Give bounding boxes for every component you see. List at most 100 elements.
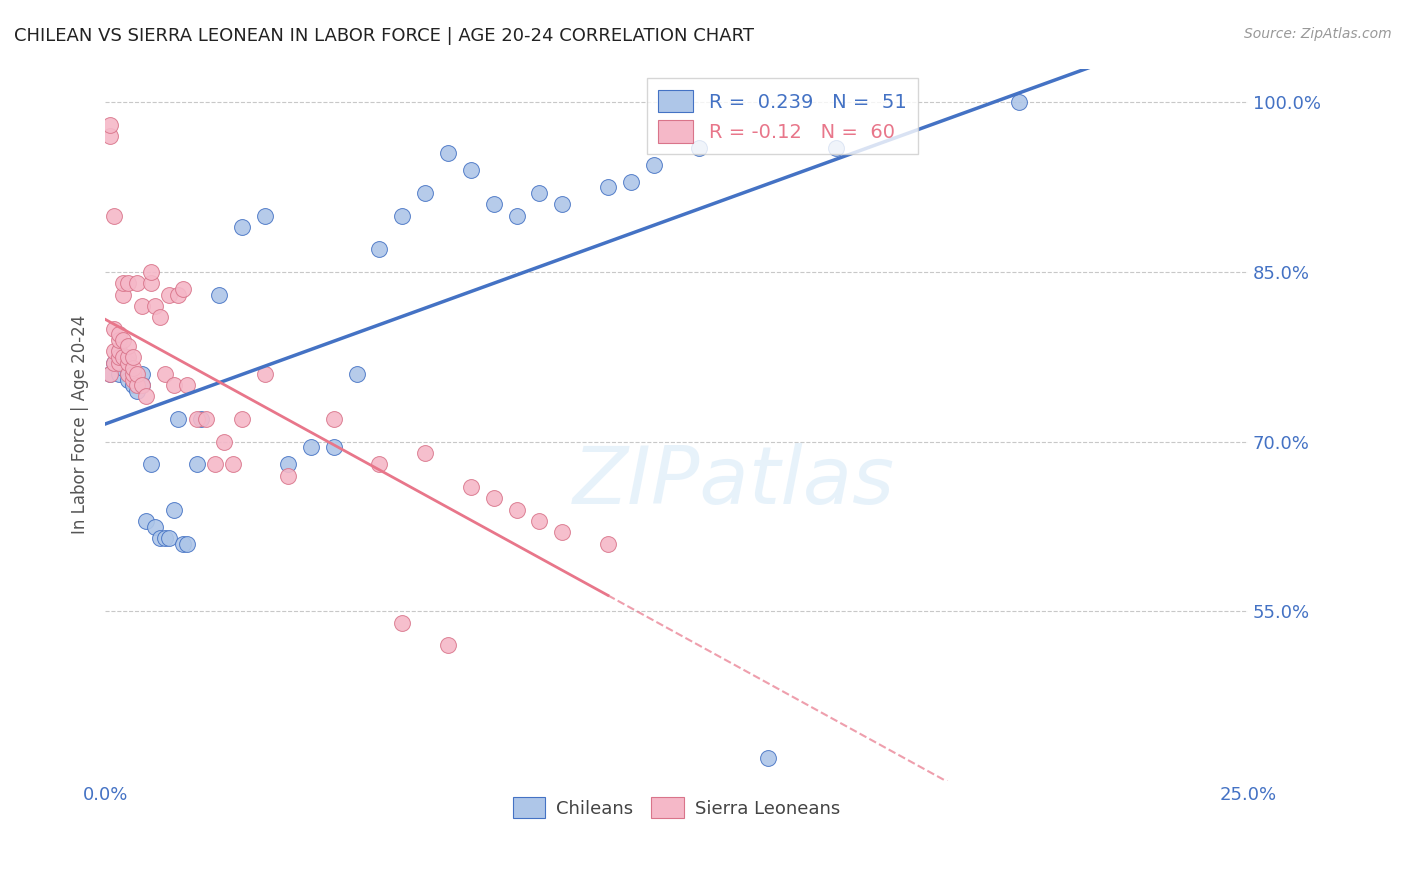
Point (194, 412, 217, 426)
Y-axis label: In Labor Force | Age 20-24: In Labor Force | Age 20-24 (72, 315, 89, 534)
Point (117, 367, 139, 381)
Point (108, 367, 131, 381)
Point (163, 378, 186, 392)
Point (108, 355, 131, 369)
Point (167, 412, 190, 426)
Point (112, 333, 135, 347)
Point (505, 209, 527, 223)
Point (322, 412, 344, 426)
Point (149, 531, 172, 545)
Point (437, 638, 460, 652)
Point (596, 180, 619, 194)
Point (145, 299, 167, 313)
Point (665, 124, 688, 138)
Point (121, 367, 143, 381)
Point (103, 321, 125, 335)
Point (121, 350, 143, 364)
Point (825, 141, 848, 155)
Point (127, 367, 149, 381)
Point (121, 378, 143, 392)
Point (127, 367, 149, 381)
Legend: Chileans, Sierra Leoneans: Chileans, Sierra Leoneans (506, 790, 848, 825)
Point (222, 458, 245, 472)
Point (254, 209, 277, 223)
Point (391, 209, 413, 223)
Point (135, 514, 157, 528)
Point (145, 519, 167, 533)
Point (368, 243, 391, 257)
Point (117, 367, 139, 381)
Point (108, 333, 131, 347)
Point (437, 146, 460, 161)
Point (139, 458, 162, 472)
Point (108, 344, 131, 359)
Point (98, 367, 121, 381)
Point (135, 389, 157, 403)
Point (190, 412, 212, 426)
Point (108, 344, 131, 359)
Point (131, 378, 153, 392)
Point (482, 491, 505, 506)
Text: Source: ZipAtlas.com: Source: ZipAtlas.com (1244, 27, 1392, 41)
Point (505, 502, 527, 516)
Point (231, 412, 253, 426)
Point (212, 434, 235, 449)
Point (596, 536, 619, 550)
Point (391, 615, 413, 630)
Point (368, 458, 391, 472)
Point (186, 458, 208, 472)
Point (529, 186, 551, 200)
Point (346, 367, 368, 381)
Point (121, 372, 143, 386)
Point (688, 141, 710, 155)
Point (112, 355, 135, 369)
Point (121, 361, 143, 376)
Text: ZIPatlas: ZIPatlas (572, 442, 894, 521)
Text: CHILEAN VS SIERRA LEONEAN IN LABOR FORCE | AGE 20-24 CORRELATION CHART: CHILEAN VS SIERRA LEONEAN IN LABOR FORCE… (14, 27, 754, 45)
Point (482, 197, 505, 211)
Point (103, 355, 125, 369)
Point (112, 277, 135, 291)
Point (108, 327, 131, 342)
Point (117, 350, 139, 364)
Point (121, 367, 143, 381)
Point (551, 197, 574, 211)
Point (551, 525, 574, 540)
Point (529, 514, 551, 528)
Point (413, 186, 436, 200)
Point (231, 219, 253, 234)
Point (153, 531, 176, 545)
Point (108, 350, 131, 364)
Point (117, 372, 139, 386)
Point (153, 367, 176, 381)
Point (103, 209, 125, 223)
Point (460, 163, 482, 178)
Point (208, 287, 231, 301)
Point (157, 531, 180, 545)
Point (131, 367, 153, 381)
Point (103, 344, 125, 359)
Point (157, 287, 180, 301)
Point (167, 287, 190, 301)
Point (299, 441, 322, 455)
Point (127, 277, 149, 291)
Point (112, 361, 135, 376)
Point (139, 277, 162, 291)
Point (127, 384, 149, 398)
Point (460, 480, 482, 494)
Point (112, 350, 135, 364)
Point (117, 355, 139, 369)
Point (163, 502, 186, 516)
Point (204, 458, 226, 472)
Point (127, 378, 149, 392)
Point (139, 265, 162, 279)
Point (131, 299, 153, 313)
Point (131, 378, 153, 392)
Point (98, 367, 121, 381)
Point (172, 536, 194, 550)
Point (277, 458, 299, 472)
Point (98, 118, 121, 132)
Point (112, 287, 135, 301)
Point (186, 412, 208, 426)
Point (1008, 95, 1031, 110)
